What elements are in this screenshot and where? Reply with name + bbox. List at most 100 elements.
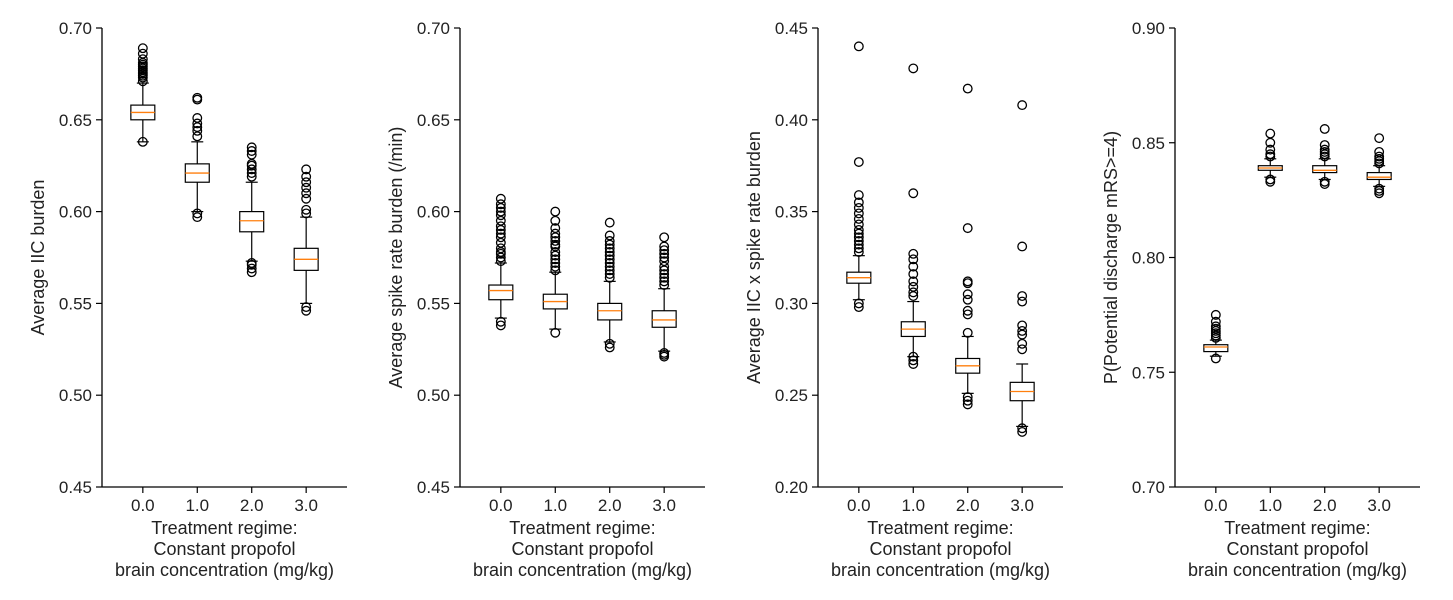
box — [597, 302, 623, 321]
outlier-point — [853, 197, 864, 208]
x-axis-label-line-3: brain concentration (mg/kg) — [473, 560, 692, 580]
outlier-point — [495, 316, 506, 327]
outlier-point — [1319, 124, 1330, 134]
outlier-point — [659, 276, 670, 287]
outlier-point — [659, 280, 670, 290]
outlier-point — [246, 142, 257, 153]
box-group-3.0 — [651, 232, 677, 362]
outlier-point — [659, 232, 670, 243]
x-axis-label-line-2: Constant propofol — [1226, 539, 1368, 559]
outlier-point — [962, 305, 973, 316]
outlier-point — [604, 254, 615, 265]
y-axis-label: Average IIC x spike rate burden — [744, 131, 764, 384]
box-group-2.0 — [955, 83, 981, 410]
y-axis-label: Average IIC burden — [28, 180, 48, 336]
x-tick-label: 0.0 — [131, 496, 155, 515]
box — [1203, 344, 1229, 353]
outlier-point — [659, 272, 670, 283]
x-axis-label-line-2: Constant propofol — [153, 539, 295, 559]
y-tick-label: 0.50 — [417, 386, 450, 405]
x-tick-label: 1.0 — [901, 496, 925, 515]
box-group-1.0 — [900, 63, 926, 369]
x-axis-label-line-1: Treatment regime: — [151, 518, 297, 538]
outlier-point — [908, 248, 919, 259]
outlier-point — [550, 228, 561, 239]
outlier-point — [908, 254, 919, 265]
x-tick-label: 1.0 — [543, 496, 567, 515]
outlier-point — [1319, 140, 1330, 150]
y-tick-label: 0.50 — [59, 386, 92, 405]
outlier-point — [1210, 321, 1221, 332]
outlier-point — [1017, 320, 1028, 331]
outlier-point — [908, 188, 919, 199]
x-tick-label: 0.0 — [847, 496, 871, 515]
outlier-point — [550, 206, 561, 217]
x-tick-label: 2.0 — [598, 496, 622, 515]
box-group-0.0 — [488, 193, 514, 331]
outlier-point — [853, 239, 864, 250]
outlier-point — [495, 232, 506, 243]
outlier-point — [962, 392, 973, 402]
outlier-point — [550, 223, 561, 234]
outlier-point — [495, 221, 506, 232]
outlier-point — [1017, 325, 1028, 336]
y-tick-label: 0.20 — [775, 478, 808, 497]
outlier-point — [301, 305, 312, 316]
outlier-point — [853, 298, 864, 309]
outlier-point — [550, 236, 561, 246]
outlier-point — [246, 164, 257, 175]
outlier-point — [1017, 241, 1028, 252]
outlier-point — [301, 182, 312, 193]
y-tick-label: 0.65 — [417, 111, 450, 130]
outlier-point — [604, 261, 615, 272]
outlier-point — [962, 83, 973, 94]
outlier-point — [604, 243, 615, 254]
outlier-point — [1210, 316, 1221, 327]
outlier-point — [962, 294, 973, 305]
outlier-point — [853, 157, 864, 167]
y-tick-label: 0.85 — [1132, 134, 1165, 153]
outlier-point — [853, 232, 864, 243]
outlier-point — [962, 223, 973, 234]
outlier-point — [853, 219, 864, 230]
outlier-point — [246, 263, 257, 274]
outlier-point — [659, 248, 670, 259]
outlier-point — [495, 228, 506, 239]
outlier-point — [659, 252, 670, 263]
x-axis-label-line-2: Constant propofol — [511, 539, 653, 559]
outlier-point — [495, 210, 506, 221]
x-tick-label: 3.0 — [1367, 496, 1391, 515]
outlier-point — [962, 276, 973, 287]
chart-panel-4: 0.70 0.75 0.80 0.85 0.90 0.0 1.0 2.0 3.0 Treatmen… — [1101, 19, 1420, 580]
outlier-point — [301, 188, 312, 199]
outlier-point — [246, 258, 257, 268]
y-tick-label: 0.45 — [417, 478, 450, 497]
outlier-point — [853, 225, 864, 235]
outlier-point — [604, 269, 615, 279]
outlier-point — [853, 247, 864, 257]
chart-panel-2: 0.45 0.50 0.55 0.60 0.65 0.70 0.0 1.0 2.0 3.0 Trea… — [386, 19, 705, 580]
outlier-point — [604, 258, 615, 268]
y-tick-label: 0.45 — [775, 19, 808, 38]
outlier-point — [604, 230, 615, 241]
outlier-point — [908, 355, 919, 366]
outlier-point — [246, 171, 257, 182]
outlier-point — [908, 359, 919, 369]
outlier-point — [1017, 291, 1028, 302]
outlier-point — [962, 309, 973, 320]
outlier-point — [192, 212, 203, 223]
outlier-point — [659, 269, 670, 279]
y-tick-label: 0.55 — [59, 294, 92, 313]
y-tick-label: 0.60 — [417, 203, 450, 222]
outlier-point — [853, 202, 864, 213]
outlier-point — [604, 265, 615, 276]
outlier-point — [137, 43, 148, 54]
outlier-point — [659, 245, 670, 256]
x-tick-label: 1.0 — [1258, 496, 1282, 515]
outlier-point — [604, 342, 615, 353]
x-tick-label: 3.0 — [294, 496, 318, 515]
outlier-point — [604, 236, 615, 246]
box-group-2.0 — [1312, 124, 1338, 190]
outlier-point — [1210, 309, 1221, 320]
